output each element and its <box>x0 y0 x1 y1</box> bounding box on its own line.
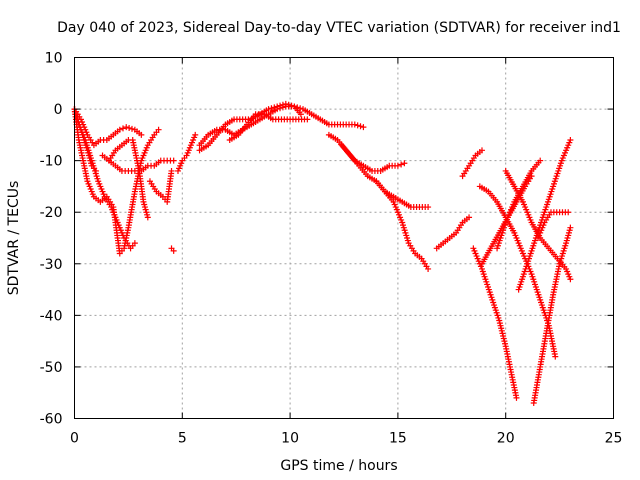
data-point-marker <box>425 265 432 272</box>
y-tick-label: 10 <box>45 51 63 67</box>
data-point-marker <box>401 160 408 167</box>
data-point-marker <box>274 103 281 110</box>
data-point-marker <box>394 162 401 169</box>
data-point-marker <box>398 161 405 168</box>
x-tick-label: 10 <box>281 431 299 447</box>
data-point-marker <box>288 102 295 109</box>
data-point-marker <box>170 247 177 254</box>
data-point-marker <box>360 124 367 131</box>
data-point-marker <box>285 101 292 108</box>
grid <box>74 57 614 419</box>
data-point-marker <box>192 131 199 138</box>
data-point-marker <box>168 167 175 174</box>
data-point-marker <box>567 137 574 144</box>
data-point-marker <box>537 157 544 164</box>
y-axis-label: SDTVAR / TECUs <box>6 181 22 296</box>
x-tick-label: 5 <box>178 431 187 447</box>
data-point-marker <box>425 204 432 211</box>
data-point-marker <box>282 100 289 107</box>
data-point-marker <box>513 394 520 401</box>
data-point-marker <box>567 276 574 283</box>
y-tick-label: -20 <box>40 205 63 221</box>
data-point-marker <box>155 126 162 133</box>
data-point-marker <box>265 106 272 113</box>
data-point-marker <box>552 353 559 360</box>
data-point-marker <box>277 102 284 109</box>
y-tick-label: -30 <box>40 257 63 273</box>
data-point-marker <box>131 240 138 247</box>
x-tick-label: 15 <box>389 431 407 447</box>
data-point-marker <box>357 123 364 130</box>
data-point-marker <box>297 111 304 118</box>
data-point-marker <box>123 124 130 131</box>
data-point-marker <box>565 209 572 216</box>
data-point-marker <box>478 147 485 154</box>
data-point-marker <box>138 131 145 138</box>
data-point-marker <box>354 122 361 129</box>
x-axis-label: GPS time / hours <box>280 458 397 474</box>
x-tick-label: 25 <box>605 431 623 447</box>
data-point-marker <box>120 125 127 132</box>
data-points <box>71 100 574 407</box>
plot-frame <box>74 57 614 419</box>
data-point-marker <box>93 167 100 174</box>
x-tick-label: 0 <box>70 431 79 447</box>
data-point-marker <box>144 214 151 221</box>
data-point-marker <box>466 214 473 221</box>
data-point-marker <box>128 125 135 132</box>
data-point-marker <box>170 157 177 164</box>
data-point-marker <box>268 105 275 112</box>
chart-title: Day 040 of 2023, Sidereal Day-to-day VTE… <box>57 20 621 36</box>
data-point-marker <box>116 126 123 133</box>
y-tick-label: 0 <box>54 102 63 118</box>
axis-ticks: 0 5 10 15 20 25 10 0 -10 -20 -30 -40 -50 -60 <box>40 51 623 447</box>
y-tick-label: -10 <box>40 154 63 170</box>
y-tick-label: -60 <box>40 412 63 428</box>
data-point-marker <box>351 121 358 128</box>
y-tick-label: -40 <box>40 308 63 324</box>
data-point-marker <box>126 124 133 131</box>
y-tick-label: -50 <box>40 360 63 376</box>
x-tick-label: 20 <box>497 431 515 447</box>
data-point-marker <box>271 104 278 111</box>
data-point-marker <box>279 101 286 108</box>
data-point-marker <box>304 116 311 123</box>
data-point-marker <box>567 224 574 231</box>
